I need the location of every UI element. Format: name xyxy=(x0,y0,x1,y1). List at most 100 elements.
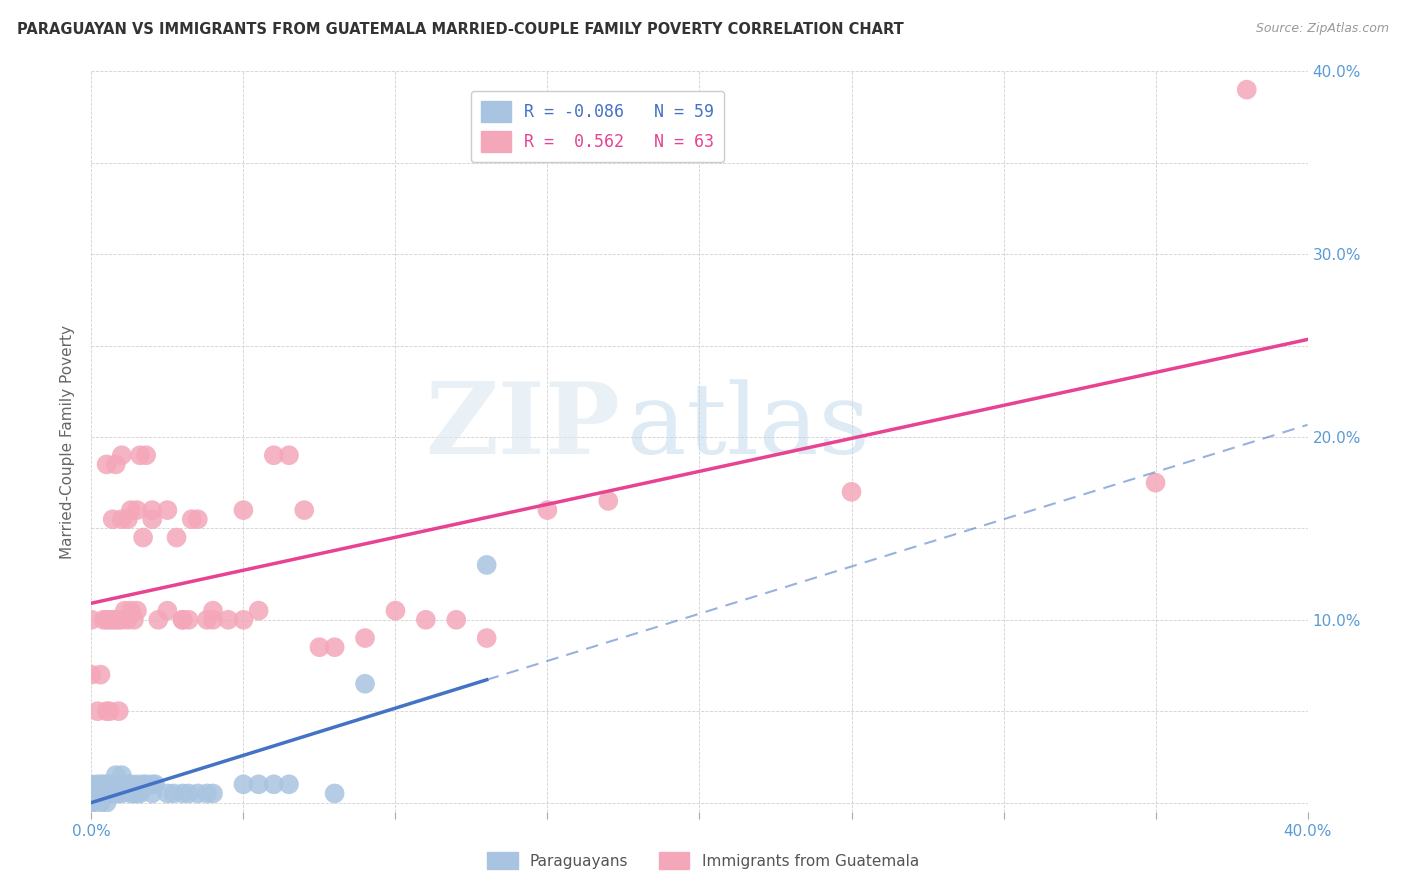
Point xyxy=(80,787,103,801)
Point xyxy=(132,777,155,791)
Point xyxy=(172,613,194,627)
Point xyxy=(89,777,111,791)
Legend: R = -0.086   N = 59, R =  0.562   N = 63: R = -0.086 N = 59, R = 0.562 N = 63 xyxy=(471,91,724,162)
Point xyxy=(135,777,157,791)
Point xyxy=(111,787,134,801)
Point xyxy=(141,512,163,526)
Point xyxy=(177,787,200,801)
Point xyxy=(278,777,301,791)
Point xyxy=(135,448,157,462)
Point xyxy=(323,640,346,655)
Point xyxy=(232,503,254,517)
Point xyxy=(217,613,239,627)
Point xyxy=(117,512,139,526)
Point xyxy=(80,777,103,791)
Point xyxy=(104,458,127,472)
Point xyxy=(117,613,139,627)
Point xyxy=(162,787,184,801)
Point xyxy=(104,613,127,627)
Point xyxy=(141,777,163,791)
Point xyxy=(156,604,179,618)
Point xyxy=(278,448,301,462)
Point xyxy=(86,704,108,718)
Point xyxy=(101,777,124,791)
Point xyxy=(172,787,194,801)
Point xyxy=(80,796,103,810)
Point xyxy=(195,613,218,627)
Point xyxy=(93,777,115,791)
Point xyxy=(96,613,118,627)
Point xyxy=(80,796,103,810)
Point xyxy=(354,677,377,691)
Point xyxy=(80,787,103,801)
Point xyxy=(598,494,620,508)
Point xyxy=(89,787,111,801)
Point xyxy=(166,531,188,545)
Point xyxy=(263,777,285,791)
Point xyxy=(80,796,103,810)
Point xyxy=(80,796,103,810)
Point xyxy=(120,604,142,618)
Point xyxy=(308,640,330,655)
Text: ZIP: ZIP xyxy=(426,378,620,475)
Point xyxy=(111,613,134,627)
Point xyxy=(120,787,142,801)
Point xyxy=(444,613,467,627)
Point xyxy=(1236,82,1258,96)
Point xyxy=(86,777,108,791)
Point xyxy=(141,787,163,801)
Point xyxy=(101,613,124,627)
Point xyxy=(195,787,218,801)
Point xyxy=(96,796,118,810)
Point xyxy=(122,787,145,801)
Point xyxy=(187,512,209,526)
Point xyxy=(187,787,209,801)
Point xyxy=(111,768,134,782)
Point xyxy=(86,787,108,801)
Point xyxy=(129,448,152,462)
Point xyxy=(107,613,129,627)
Point xyxy=(247,777,270,791)
Point xyxy=(120,503,142,517)
Text: atlas: atlas xyxy=(627,379,869,475)
Point xyxy=(111,512,134,526)
Point xyxy=(93,613,115,627)
Point xyxy=(415,613,437,627)
Point xyxy=(536,503,558,517)
Point xyxy=(202,787,225,801)
Point xyxy=(80,796,103,810)
Point xyxy=(122,613,145,627)
Point xyxy=(96,704,118,718)
Text: PARAGUAYAN VS IMMIGRANTS FROM GUATEMALA MARRIED-COUPLE FAMILY POVERTY CORRELATIO: PARAGUAYAN VS IMMIGRANTS FROM GUATEMALA … xyxy=(17,22,904,37)
Point xyxy=(125,503,148,517)
Point xyxy=(80,787,103,801)
Point xyxy=(125,604,148,618)
Point xyxy=(292,503,315,517)
Point xyxy=(141,503,163,517)
Point xyxy=(120,777,142,791)
Point xyxy=(104,787,127,801)
Point xyxy=(475,558,498,572)
Point xyxy=(93,787,115,801)
Point xyxy=(96,458,118,472)
Point xyxy=(111,448,134,462)
Point xyxy=(111,777,134,791)
Point xyxy=(354,631,377,645)
Point xyxy=(202,613,225,627)
Legend: Paraguayans, Immigrants from Guatemala: Paraguayans, Immigrants from Guatemala xyxy=(481,846,925,875)
Point xyxy=(263,448,285,462)
Point xyxy=(98,704,121,718)
Point xyxy=(89,787,111,801)
Point xyxy=(96,787,118,801)
Point xyxy=(475,631,498,645)
Point xyxy=(247,604,270,618)
Point xyxy=(177,613,200,627)
Point xyxy=(89,667,111,681)
Point xyxy=(841,484,863,499)
Point xyxy=(384,604,406,618)
Y-axis label: Married-Couple Family Poverty: Married-Couple Family Poverty xyxy=(60,325,76,558)
Text: Source: ZipAtlas.com: Source: ZipAtlas.com xyxy=(1256,22,1389,36)
Point xyxy=(156,503,179,517)
Point xyxy=(156,787,179,801)
Point xyxy=(80,796,103,810)
